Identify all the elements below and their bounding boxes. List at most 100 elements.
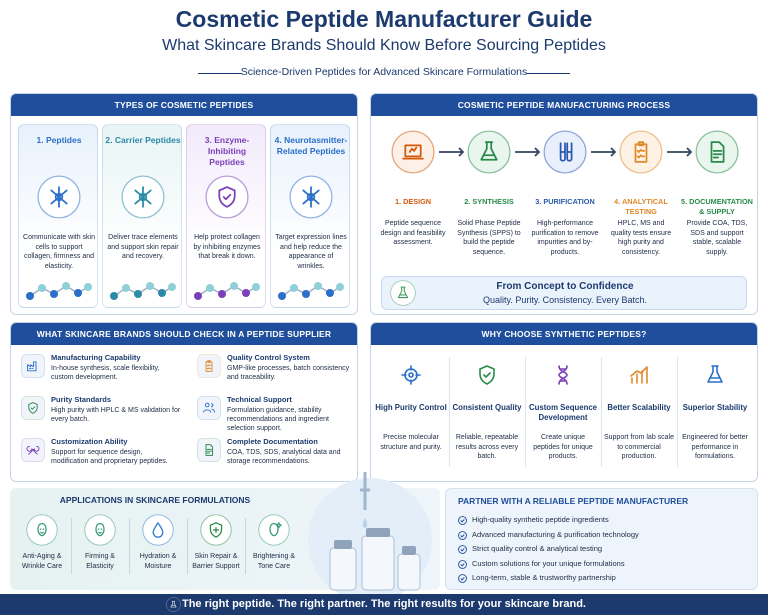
step-description: HPLC, MS and quality tests ensure high p… [610, 220, 672, 256]
title: Cosmetic Peptide Manufacturer Guide [175, 6, 593, 32]
type-number: 2. [105, 135, 113, 145]
molecule [194, 282, 260, 300]
step-label: 4. ANALYTICAL TESTING [605, 197, 677, 216]
reason-description: Reliable, repeatable results across ever… [455, 434, 519, 460]
banner: From Concept to Confidence Quality. Purit… [381, 276, 747, 310]
type-name: Carrier Peptides [114, 135, 181, 145]
check-icon [458, 559, 467, 569]
reason-title: Consistent Quality [452, 403, 522, 412]
separator [71, 518, 72, 574]
separator [129, 518, 130, 574]
icon [197, 438, 221, 462]
icon [543, 130, 587, 174]
check-description: Formulation guidance, stability recommen… [227, 407, 329, 433]
type-description: Deliver trace elements and support skin … [107, 234, 179, 260]
applications-title: APPLICATIONS IN SKINCARE FORMULATIONS [59, 495, 251, 505]
type-name: Enzyme-Inhibiting Peptides [207, 135, 250, 167]
panel: TYPES OF COSMETIC PEPTIDES 1. Peptides Com… [10, 93, 358, 315]
panel-header: COSMETIC PEPTIDE MANUFACTURING PROCESS [371, 94, 757, 116]
check-title: Customization Ability [51, 437, 128, 446]
step-description: Provide COA, TDS, SDS and support stable… [686, 220, 748, 256]
type-card: 4. Neurotasmitter-Related Peptides Target… [270, 124, 350, 308]
type-description: Communicate with skin cells to support c… [23, 234, 95, 270]
reason-title: High Purity Control [375, 403, 447, 412]
reason-description: Create unique peptides for unique produc… [533, 434, 593, 460]
check-title: Technical Support [227, 395, 292, 404]
icon [121, 175, 165, 219]
step-description: Solid Phase Peptide Synthesis (SPPS) to … [457, 220, 521, 256]
separator [525, 357, 526, 467]
icon [21, 354, 45, 378]
icon [21, 438, 45, 462]
type-name: Neurotasmitter-Related Peptides [276, 135, 348, 156]
partner-title: PARTNER WITH A RELIABLE PEPTIDE MANUFACT… [458, 496, 689, 506]
partner-item: Strict quality control & analytical test… [472, 544, 603, 553]
application-label: Skin Repair & Barrier Support [192, 553, 240, 570]
banner-text: Quality. Purity. Consistency. Every Batc… [482, 295, 648, 305]
step-label: 3. PURIFICATION [529, 197, 601, 207]
type-description: Target expression lines and help reduce … [275, 234, 347, 270]
type-card: 3. Enzyme-Inhibiting Peptides Help protec… [186, 124, 266, 308]
panel: WHY CHOOSE SYNTHETIC PEPTIDES? High Purit… [370, 322, 758, 482]
icon [630, 366, 648, 384]
check-icon [458, 545, 467, 554]
icon [197, 396, 221, 420]
rule [198, 73, 242, 74]
reason-title: Superior Stability [682, 403, 748, 412]
step-number: 4. [614, 197, 621, 206]
partner-item: Advanced manufacturing & purification te… [472, 529, 639, 539]
check-title: Purity Standards [51, 395, 112, 404]
panel-header: WHAT SKINCARE BRANDS SHOULD CHECK IN A P… [11, 323, 357, 345]
application-label: Firming & Elasticity [85, 553, 115, 570]
bottles-illustration [308, 472, 432, 600]
separator [601, 357, 602, 467]
icon [200, 514, 232, 546]
partner-item: Long-term, stable & trustworthy partners… [472, 573, 616, 582]
partner: PARTNER WITH A RELIABLE PEPTIDE MANUFACT… [445, 488, 758, 590]
check-title: Manufacturing Capability [51, 353, 141, 362]
check-description: Support for sequence design, modificatio… [51, 449, 168, 466]
icon [197, 354, 221, 378]
icon [479, 365, 495, 385]
step-name: PURIFICATION [543, 197, 595, 206]
arrows [439, 147, 693, 157]
subtitle: What Skincare Brands Should Know Before … [162, 37, 606, 54]
check-title: Quality Control System [227, 353, 310, 362]
icon [26, 514, 58, 546]
check-description: COA, TDS, SDS, analytical data and stora… [227, 449, 341, 466]
icon [401, 365, 421, 385]
molecule [26, 282, 92, 300]
step-name: SYNTHESIS [472, 197, 514, 206]
type-description: Help protect collagen by inhibiting enzy… [193, 234, 261, 260]
check-icon [458, 516, 467, 525]
footer: The right peptide. The right partner. Th… [0, 594, 768, 615]
icon [289, 175, 333, 219]
reason-description: Engineered for better performance in for… [682, 434, 748, 460]
step-label: 5. DOCUMENTATION & SUPPLY [681, 197, 753, 216]
step-number: 5. [681, 197, 688, 206]
type-title: 3. Enzyme-Inhibiting Peptides [189, 135, 265, 168]
reason-title: Better Scalability [607, 403, 671, 412]
panel: WHAT SKINCARE BRANDS SHOULD CHECK IN A P… [10, 322, 358, 482]
icon [619, 130, 663, 174]
step-number: 1. [394, 197, 402, 206]
application-label: Anti-Aging & Wrinkle Care [21, 553, 63, 570]
step-number: 2. [464, 197, 471, 206]
icon [707, 365, 723, 383]
step-name: DESIGN [403, 197, 432, 206]
panel-header: WHY CHOOSE SYNTHETIC PEPTIDES? [371, 323, 757, 345]
check-title: Complete Documentation [227, 437, 318, 446]
icon [84, 514, 116, 546]
type-title: 1. Peptides [21, 135, 97, 146]
panel: COSMETIC PEPTIDE MANUFACTURING PROCESS 1.… [370, 93, 758, 315]
partner-item: High-quality synthetic peptide ingredien… [472, 515, 609, 524]
separator [245, 518, 246, 574]
type-card: 1. Peptides Communicate with skin cells t… [18, 124, 98, 308]
icon [205, 175, 249, 219]
step-name: ANALYTICAL TESTING [621, 197, 668, 216]
step-number: 3. [535, 197, 542, 206]
type-card: 2. Carrier Peptides Deliver trace element… [102, 124, 182, 308]
step-description: High-performance purification to remove … [531, 220, 599, 256]
partner-item: Custom solutions for your unique formula… [472, 558, 625, 568]
